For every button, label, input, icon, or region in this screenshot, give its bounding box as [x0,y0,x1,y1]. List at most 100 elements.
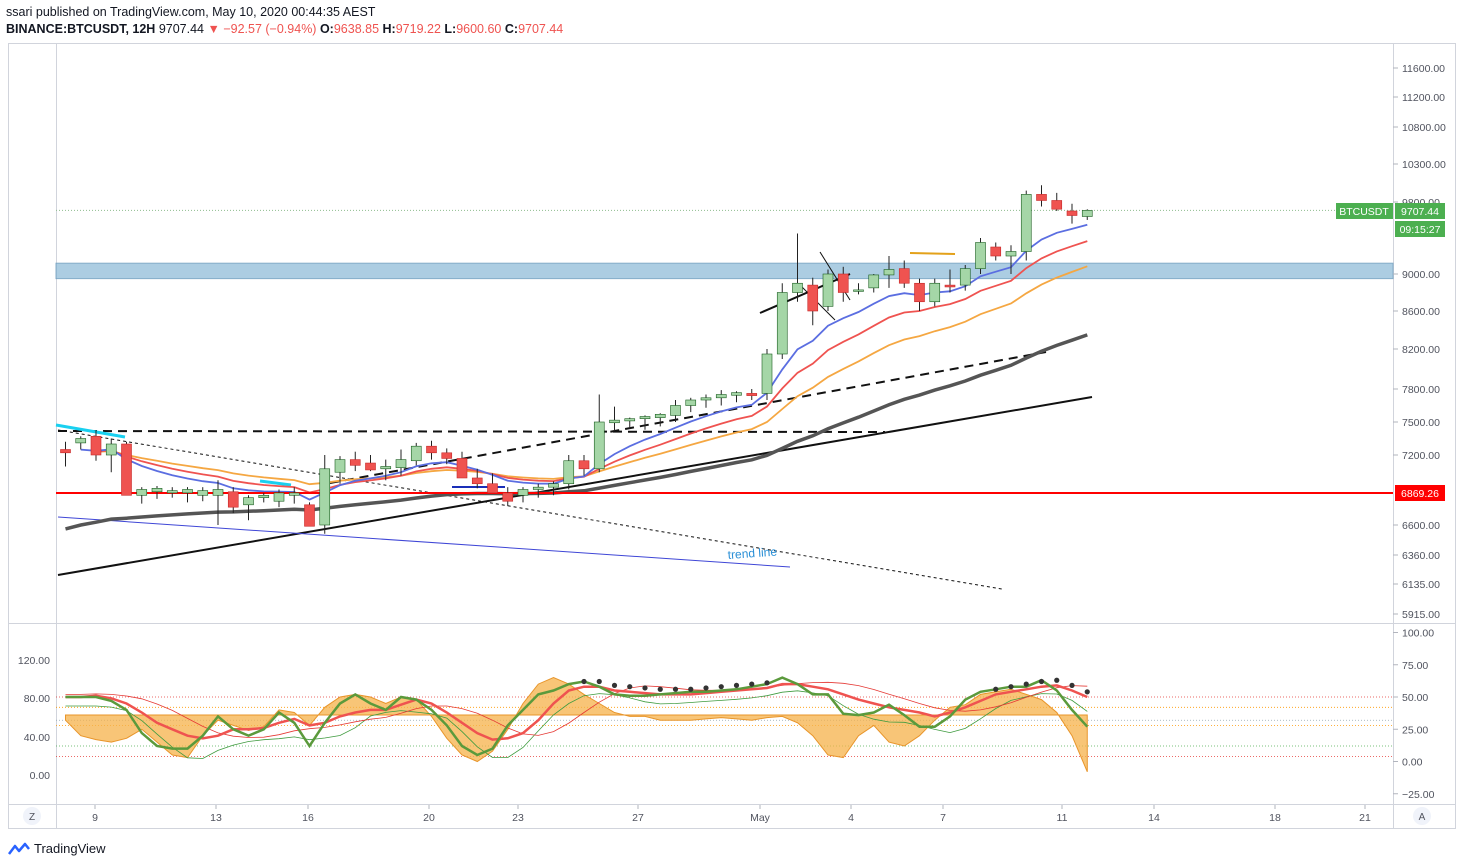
candle-body[interactable] [90,435,102,456]
candle-body[interactable] [807,284,819,312]
horizontal-dashed-line[interactable] [57,430,886,433]
lower-trendline[interactable] [57,516,791,568]
ascending-trendline[interactable] [57,396,1093,576]
symbol-label[interactable]: BINANCE:BTCUSDT, 12H [6,22,156,36]
support-zone[interactable] [55,262,1394,280]
candle-body[interactable] [471,477,483,485]
candle-body[interactable] [304,504,315,527]
candle-body[interactable] [837,273,849,293]
candle-body[interactable] [975,242,986,269]
candle-body[interactable] [929,282,941,303]
oscillator-dot [764,680,770,686]
time-tick-label: 14 [1148,812,1160,824]
candle-body[interactable] [136,489,148,496]
candle-body[interactable] [898,268,910,284]
time-tick-label: 9 [92,812,98,824]
candle-body[interactable] [883,269,895,276]
candle-body[interactable] [853,289,864,292]
candle-body[interactable] [380,466,392,470]
candle-body[interactable] [1051,200,1063,210]
candle-body[interactable] [731,392,742,396]
high-label: H: [382,22,396,36]
candle-body[interactable] [273,492,285,502]
candle-body[interactable] [227,491,239,508]
candle-body[interactable] [151,488,163,493]
brand-footer: TradingView [8,841,106,856]
candle-body[interactable] [1081,210,1093,217]
candle-body[interactable] [990,246,1002,257]
candle-body[interactable] [563,460,575,485]
candle-body[interactable] [792,282,803,293]
oscillator-dot [581,678,587,685]
zoom-button[interactable] [23,807,41,825]
candle-body[interactable] [319,468,331,526]
candle-body[interactable] [334,459,346,473]
candle-body[interactable] [944,284,956,288]
oscillator-dot [733,682,740,688]
countdown-tag [1395,221,1445,237]
candle-body[interactable] [1066,210,1078,216]
candle-body[interactable] [365,462,376,471]
candle-body[interactable] [868,274,880,289]
candle-body[interactable] [959,268,971,286]
candle-body[interactable] [670,405,681,416]
candle-body[interactable] [624,418,636,422]
trend-line-annotation[interactable]: trend line [727,545,778,562]
close-value: 9707.44 [518,22,564,36]
candle-body[interactable] [685,399,697,406]
candle-body[interactable] [700,397,712,401]
price-tick-label: 6600.00 [1402,520,1440,532]
candle-body[interactable] [121,443,132,496]
candle-body[interactable] [822,273,834,307]
candle-body[interactable] [243,497,254,506]
candle-body[interactable] [426,445,437,454]
candle-body[interactable] [578,460,590,470]
wedge-line-a[interactable] [759,273,851,314]
candle-body[interactable] [532,486,544,490]
candle-body[interactable] [60,449,71,454]
low-label: L: [444,22,457,36]
candle-body[interactable] [105,443,117,456]
candle-body[interactable] [609,419,620,424]
oscillator-thin-red [65,681,1088,738]
price-tick-label: 6135.00 [1402,579,1440,591]
candle-body[interactable] [502,492,514,502]
auto-scale-button[interactable] [1413,807,1431,825]
candle-body[interactable] [776,292,788,355]
candle-body[interactable] [441,452,453,459]
candle-body[interactable] [548,483,559,488]
candle-body[interactable] [182,489,193,494]
candle-body[interactable] [593,421,605,470]
candle-body[interactable] [410,445,422,462]
candle-body[interactable] [395,459,407,468]
candle-body[interactable] [914,282,925,303]
candle-body[interactable] [349,459,361,466]
candle-body[interactable] [746,393,758,396]
candle-body[interactable] [487,483,498,494]
candle-body[interactable] [75,438,87,444]
candle-body[interactable] [166,490,178,494]
descending-dashed-line[interactable] [57,429,1003,590]
candle-body[interactable] [1036,194,1047,201]
countdown-tag-text: 09:15:27 [1400,224,1441,236]
oscillator-dot [993,686,999,692]
candle-body[interactable] [1005,251,1017,257]
candle-body[interactable] [517,489,529,496]
candle-body[interactable] [258,494,270,498]
high-value: 9719.22 [395,22,441,36]
time-tick-label: May [750,812,771,824]
upper-dashed-line[interactable] [329,351,1047,484]
price-tick-label: 10300.00 [1402,159,1446,171]
oscillator-dot [596,678,602,685]
candle-body[interactable] [715,394,727,399]
candle-body[interactable] [761,353,773,394]
candle-body[interactable] [197,490,209,496]
candle-body[interactable] [1020,194,1032,252]
candle-body[interactable] [654,413,666,418]
oscillator-dot [672,686,679,692]
candle-body[interactable] [456,458,468,479]
candle-body[interactable] [212,489,224,496]
candle-body[interactable] [639,416,651,419]
candle-body[interactable] [288,492,300,496]
